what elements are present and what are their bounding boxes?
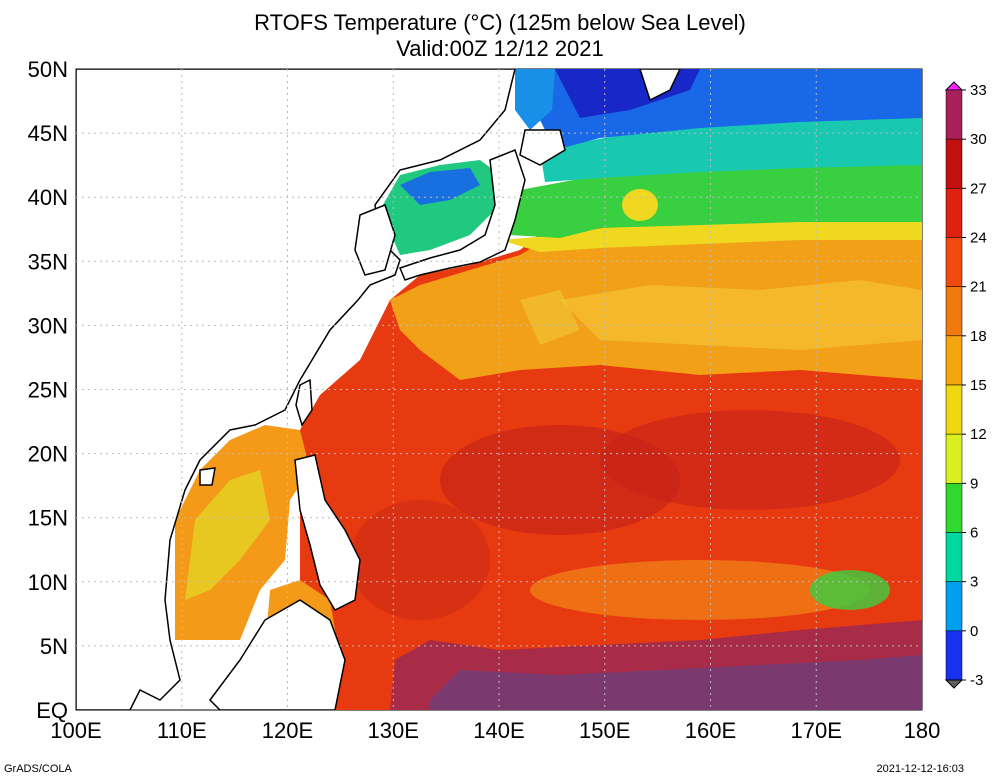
colorbar-segment <box>945 581 963 632</box>
map-title: RTOFS Temperature (°C) (125m below Sea L… <box>254 10 746 35</box>
colorbar-segment <box>945 630 963 681</box>
colorbar-segment <box>945 89 963 140</box>
colorbar-segment <box>945 335 963 386</box>
colorbar-label: 21 <box>970 279 987 296</box>
colorbar-segment <box>945 188 963 238</box>
lat-label: 35N <box>28 249 68 274</box>
colorbar-label: 33 <box>970 82 987 99</box>
colorbar-label: 3 <box>970 574 978 591</box>
lon-label: 180 <box>904 718 941 743</box>
colorbar-label: -3 <box>970 672 983 689</box>
lon-label: 100E <box>50 718 101 743</box>
colorbar-segment <box>945 483 963 533</box>
lon-label: 130E <box>368 718 419 743</box>
latitude-labels: 50N 45N 40N 35N 30N 25N 20N 15N 10N 5N EQ <box>28 57 68 723</box>
colorbar-segment <box>945 286 963 337</box>
lat-label: EQ <box>36 698 68 723</box>
coastlines <box>76 69 681 710</box>
grid-lines <box>76 69 922 710</box>
colorbar-label: 0 <box>970 623 978 640</box>
lat-label: 50N <box>28 57 68 82</box>
colorbar-label: 15 <box>970 377 987 394</box>
colorbar-segment <box>945 532 963 582</box>
lon-label: 120E <box>262 718 313 743</box>
lat-label: 25N <box>28 378 68 403</box>
colorbar-segment <box>945 138 963 189</box>
colorbar-label: 12 <box>970 426 987 443</box>
lat-label: 20N <box>28 442 68 467</box>
lat-label: 5N <box>40 634 68 659</box>
lat-label: 30N <box>28 313 68 338</box>
lat-label: 10N <box>28 570 68 595</box>
lat-label: 15N <box>28 506 68 531</box>
colorbar-label: 30 <box>970 131 987 148</box>
lon-label: 140E <box>473 718 524 743</box>
longitude-labels: 100E 110E 120E 130E 140E 150E 160E 170E 180 <box>50 718 940 743</box>
colorbar-label: 27 <box>970 180 987 197</box>
lon-label: 110E <box>157 718 207 743</box>
colorbar-label: 24 <box>970 230 987 247</box>
colorbar-label: 6 <box>970 525 978 542</box>
colorbar-label: 18 <box>970 328 987 345</box>
lon-label: 150E <box>579 718 630 743</box>
lon-label: 160E <box>685 718 736 743</box>
lat-label: 45N <box>28 121 68 146</box>
colorbar-top-arrow <box>944 81 964 91</box>
lat-label: 40N <box>28 185 68 210</box>
colorbar-segment <box>945 237 963 287</box>
colorbar-segment <box>945 433 963 484</box>
lon-label: 170E <box>791 718 842 743</box>
colorbar-label: 9 <box>970 475 978 492</box>
map-valid-time: Valid:00Z 12/12 2021 <box>396 36 604 61</box>
footer-timestamp: 2021-12-12-16:03 <box>876 763 964 775</box>
colorbar-bottom-arrow <box>944 679 964 689</box>
footer-credit: GrADS/COLA <box>4 763 72 775</box>
colorbar-segment <box>945 384 963 435</box>
